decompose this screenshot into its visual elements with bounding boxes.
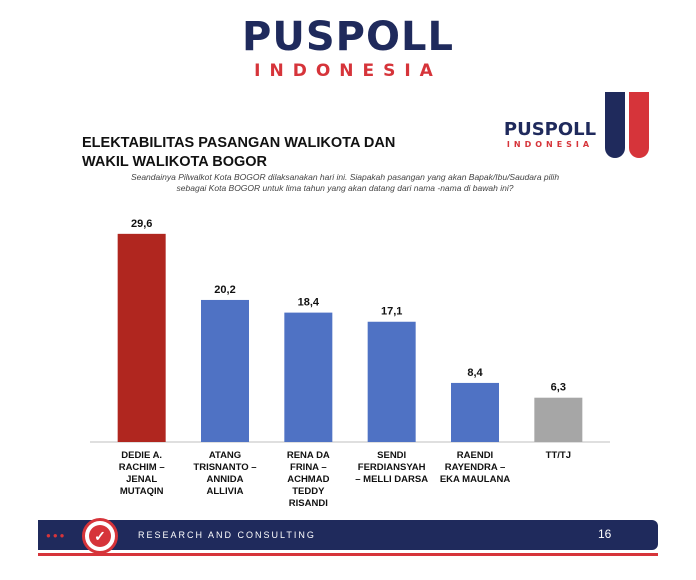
check-icon: ✓ — [89, 525, 111, 547]
category-label-6: TT/TJ — [546, 450, 571, 461]
survey-question: Seandainya Pilwalkot Kota BOGOR dilaksan… — [130, 172, 560, 193]
footer-bar — [38, 520, 658, 550]
bar-2 — [201, 299, 249, 442]
value-label-2: 20,2 — [214, 284, 235, 296]
value-label-4: 17,1 — [381, 306, 402, 318]
check-badge-icon: ✓ — [82, 518, 118, 554]
footer-accent-line — [38, 553, 658, 556]
corner-brand-bars — [605, 92, 649, 158]
category-label-4: SENDI FERDIANSYAH – MELLI DARSA — [355, 450, 428, 485]
bar-1 — [117, 233, 166, 442]
bar-5 — [451, 382, 499, 442]
footer-dots-icon: ●●● — [46, 531, 67, 540]
category-label-1: DEDIE A. RACHIM – JENAL MUTAQIN — [119, 450, 165, 497]
footer-tagline: RESEARCH AND CONSULTING — [138, 530, 316, 540]
logo-wordmark: PUSPOLL — [242, 14, 454, 60]
value-label-5: 8,4 — [467, 367, 483, 379]
footer: ●●● ✓ RESEARCH AND CONSULTING 16 — [38, 518, 658, 558]
value-label-1: 29,6 — [131, 218, 152, 230]
page-number: 16 — [598, 527, 612, 541]
bar-4 — [367, 321, 416, 442]
value-label-3: 18,4 — [298, 297, 320, 309]
bar-6 — [534, 397, 583, 442]
category-label-5: RAENDI RAYENDRA – EKA MAULANA — [440, 450, 511, 485]
bar-chart: 29,6 DEDIE A. RACHIM – JENAL MUTAQIN 20,2 ATAN… — [90, 218, 610, 509]
value-label-6: 6,3 — [551, 382, 566, 394]
corner-logo-wordmark: PUSPOLL — [503, 119, 597, 140]
corner-logo-subtitle: INDONESIA — [506, 140, 594, 149]
slide-title: ELEKTABILITAS PASANGAN WALIKOTA DAN WAKI… — [82, 135, 396, 170]
corner-navy-bar — [605, 92, 625, 158]
header-logo: PUSPOLL INDONESIA — [0, 14, 696, 82]
category-label-2: ATANG TRISNANTO – ANNIDA ALLIVIA — [193, 450, 256, 497]
logo-subtitle: INDONESIA — [254, 61, 442, 81]
corner-logo: PUSPOLL INDONESIA — [498, 120, 602, 150]
category-label-3: RENA DA FRINA – ACHMAD TEDDY RISANDI — [287, 450, 330, 509]
corner-red-bar — [629, 92, 649, 158]
bar-3 — [284, 312, 333, 442]
